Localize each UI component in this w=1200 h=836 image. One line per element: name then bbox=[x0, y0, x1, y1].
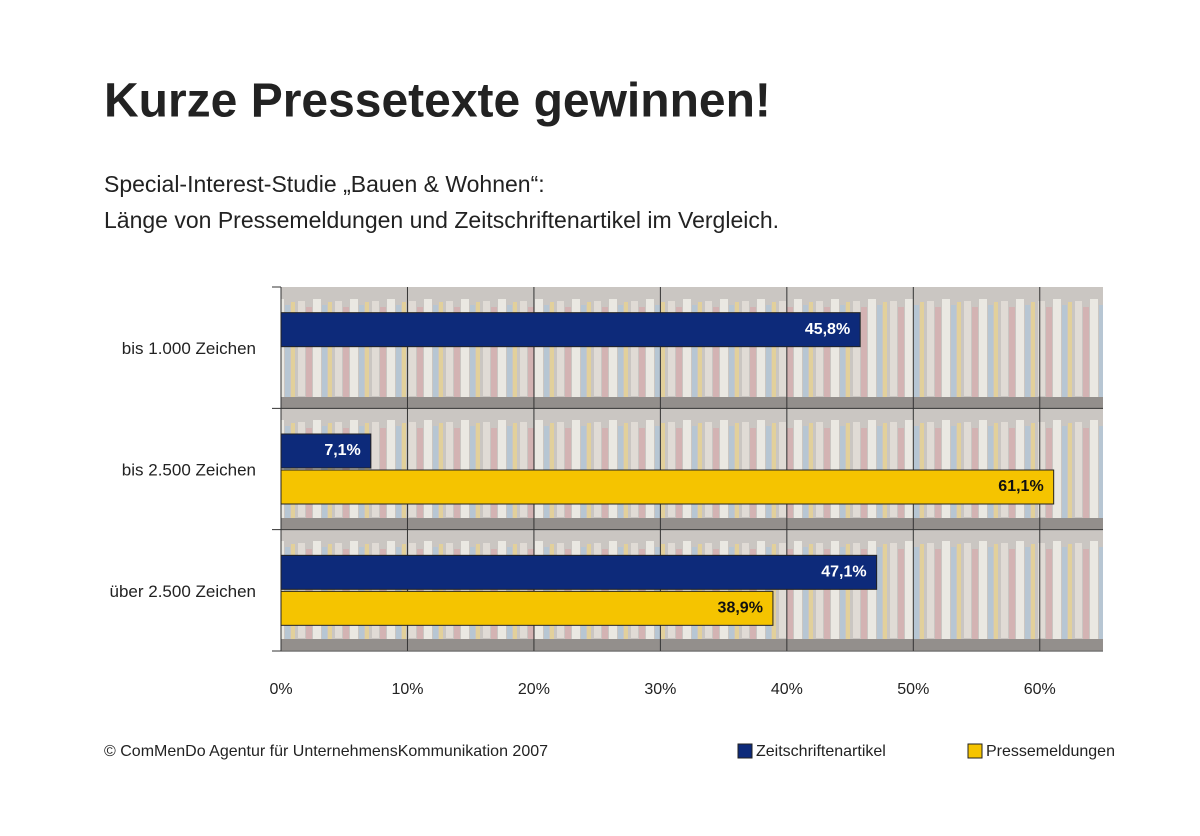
y-tick-label: bis 2.500 Zeichen bbox=[122, 460, 256, 479]
plot-background bbox=[281, 287, 1103, 651]
x-tick-label: 30% bbox=[644, 681, 676, 698]
subtitle: Special-Interest-Studie „Bauen & Wohnen“… bbox=[104, 171, 545, 197]
x-tick-label: 60% bbox=[1024, 681, 1056, 698]
legend-label: Pressemeldungen bbox=[986, 743, 1115, 760]
x-tick-label: 40% bbox=[771, 681, 803, 698]
y-tick-label: bis 1.000 Zeichen bbox=[122, 339, 256, 358]
value-label: 61,1% bbox=[998, 478, 1043, 495]
bar bbox=[280, 312, 861, 348]
footer: © ComMenDo Agentur für UnternehmensKommu… bbox=[104, 743, 548, 760]
value-label: 47,1% bbox=[821, 564, 866, 581]
value-label: 7,1% bbox=[324, 442, 360, 459]
x-tick-label: 50% bbox=[897, 681, 929, 698]
value-label: 45,8% bbox=[805, 321, 850, 338]
y-tick-label: über 2.500 Zeichen bbox=[110, 582, 257, 601]
bar bbox=[280, 554, 878, 590]
subtitle: Länge von Pressemeldungen und Zeitschrif… bbox=[104, 207, 779, 233]
legend-swatch bbox=[737, 743, 753, 759]
legend-swatch bbox=[967, 743, 983, 759]
bar bbox=[280, 590, 774, 626]
value-label: 38,9% bbox=[718, 600, 763, 617]
bar bbox=[280, 433, 372, 469]
x-tick-label: 10% bbox=[391, 681, 423, 698]
x-tick-label: 0% bbox=[269, 681, 292, 698]
legend-label: Zeitschriftenartikel bbox=[756, 743, 886, 760]
chart-title: Kurze Pressetexte gewinnen! bbox=[104, 75, 771, 128]
x-tick-label: 20% bbox=[518, 681, 550, 698]
plot-veil bbox=[281, 287, 1103, 651]
bar bbox=[280, 469, 1055, 505]
